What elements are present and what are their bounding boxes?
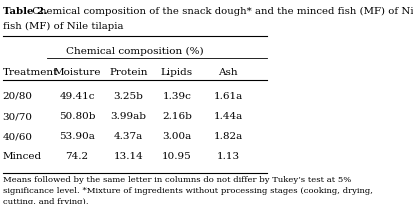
Text: significance level. *Mixture of ingredients without processing stages (cooking, : significance level. *Mixture of ingredie…	[3, 186, 373, 194]
Text: cutting, and frying).: cutting, and frying).	[3, 197, 88, 204]
Text: 53.90a: 53.90a	[59, 132, 95, 141]
Text: 4.37a: 4.37a	[114, 132, 143, 141]
Text: Moisture: Moisture	[53, 68, 101, 77]
Text: Means followed by the same letter in columns do not differ by Tukey’s test at 5%: Means followed by the same letter in col…	[3, 175, 351, 183]
Text: Chemical composition of the snack dough* and the minced fish (MF) of Nile tilapi: Chemical composition of the snack dough*…	[28, 7, 413, 16]
Text: Ash: Ash	[218, 68, 238, 77]
Text: 3.25b: 3.25b	[113, 92, 143, 101]
Text: Treatment: Treatment	[3, 68, 58, 77]
Text: 10.95: 10.95	[162, 152, 192, 161]
Text: 50.80b: 50.80b	[59, 112, 95, 121]
Text: 40/60: 40/60	[3, 132, 33, 141]
Text: Minced: Minced	[3, 152, 42, 161]
Text: Table 2.: Table 2.	[3, 7, 47, 16]
Text: 1.82a: 1.82a	[214, 132, 243, 141]
Text: 13.14: 13.14	[114, 152, 143, 161]
Text: 3.99ab: 3.99ab	[110, 112, 146, 121]
Text: Lipids: Lipids	[161, 68, 193, 77]
Text: 1.61a: 1.61a	[214, 92, 243, 101]
Text: 2.16b: 2.16b	[162, 112, 192, 121]
Text: 30/70: 30/70	[3, 112, 33, 121]
Text: Protein: Protein	[109, 68, 147, 77]
Text: 1.39c: 1.39c	[162, 92, 191, 101]
Text: 1.44a: 1.44a	[214, 112, 243, 121]
Text: fish (MF) of Nile tilapia: fish (MF) of Nile tilapia	[3, 22, 123, 31]
Text: 49.41c: 49.41c	[59, 92, 95, 101]
Text: 20/80: 20/80	[3, 92, 33, 101]
Text: 1.13: 1.13	[216, 152, 240, 161]
Text: 74.2: 74.2	[65, 152, 88, 161]
Text: Chemical composition (%): Chemical composition (%)	[66, 47, 204, 56]
Text: 3.00a: 3.00a	[162, 132, 192, 141]
